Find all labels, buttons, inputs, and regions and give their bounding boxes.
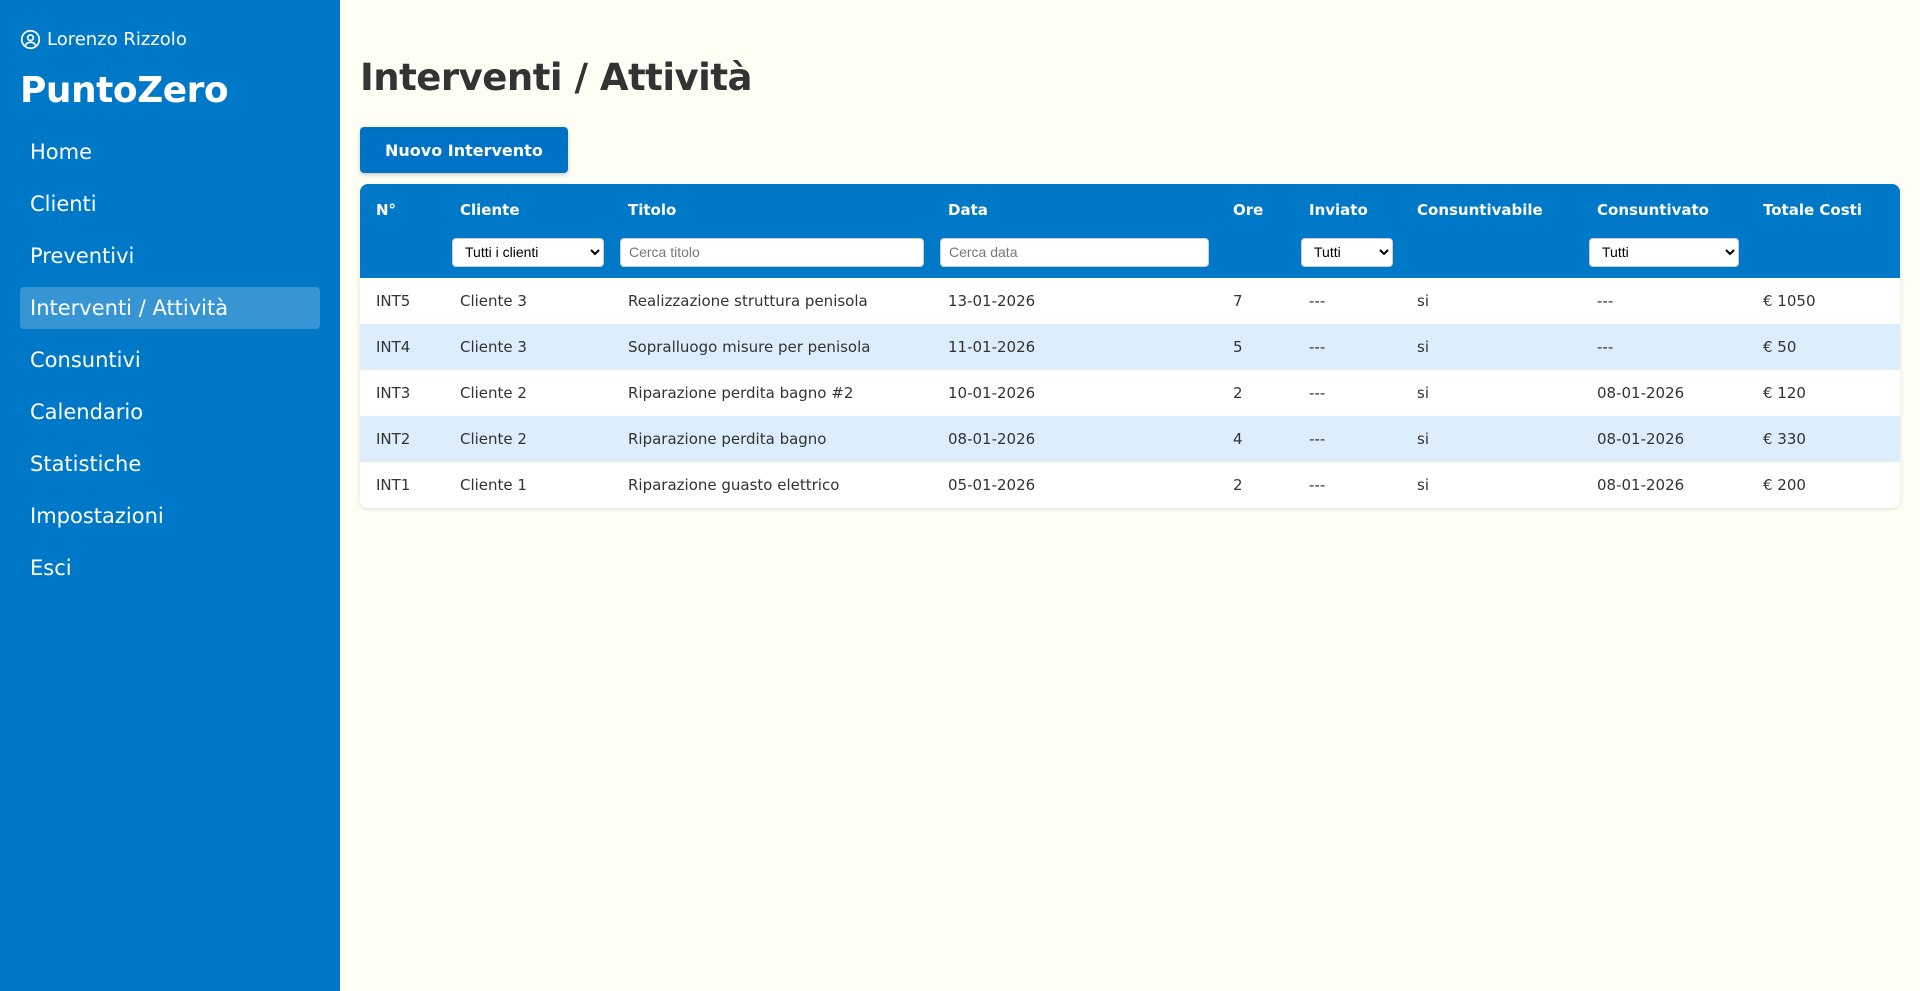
cell-data: 08-01-2026 — [948, 430, 1036, 448]
cell-consuntivato: --- — [1597, 338, 1614, 356]
table-header-row: N° Cliente Titolo Data Ore Inviato Consu… — [360, 184, 1900, 236]
cell-titolo: Sopralluogo misure per penisola — [628, 338, 871, 356]
table-row[interactable]: INT5 Cliente 3 Realizzazione struttura p… — [360, 278, 1900, 324]
sidebar-item-calendario[interactable]: Calendario — [30, 400, 144, 424]
sidebar-item-clienti[interactable]: Clienti — [30, 192, 97, 216]
cell-consuntivato: 08-01-2026 — [1597, 430, 1685, 448]
sidebar: Lorenzo Rizzolo PuntoZero Home Clienti P… — [0, 0, 340, 991]
cell-inviato: --- — [1309, 338, 1326, 356]
interventions-table: N° Cliente Titolo Data Ore Inviato Consu… — [360, 184, 1900, 508]
cell-titolo: Riparazione perdita bagno — [628, 430, 827, 448]
data-search-input[interactable] — [940, 237, 1209, 267]
user-circle-icon — [20, 29, 41, 49]
header-numero[interactable]: N° — [376, 201, 397, 219]
brand-logo: PuntoZero — [20, 70, 229, 111]
cell-totale-costi: € 200 — [1763, 476, 1806, 494]
cell-numero: INT2 — [376, 430, 411, 448]
new-intervention-button[interactable]: Nuovo Intervento — [360, 127, 568, 173]
cell-totale-costi: € 50 — [1763, 338, 1797, 356]
cell-cliente: Cliente 1 — [460, 476, 527, 494]
cell-ore: 7 — [1233, 292, 1243, 310]
page-title: Interventi / Attività — [360, 56, 752, 99]
consuntivato-filter-select[interactable]: Tutti — [1589, 237, 1739, 267]
sidebar-nav: Home Clienti Preventivi Interventi / Att… — [20, 131, 320, 589]
cell-inviato: --- — [1309, 430, 1326, 448]
sidebar-item-home[interactable]: Home — [30, 140, 93, 164]
cell-ore: 2 — [1233, 384, 1243, 402]
cell-consuntivabile: si — [1417, 338, 1429, 356]
sidebar-item-interventi[interactable]: Interventi / Attività — [20, 287, 320, 329]
cell-titolo: Riparazione guasto elettrico — [628, 476, 840, 494]
cell-numero: INT3 — [376, 384, 411, 402]
cell-numero: INT1 — [376, 476, 411, 494]
cell-inviato: --- — [1309, 292, 1326, 310]
sidebar-item-preventivi[interactable]: Preventivi — [30, 244, 135, 268]
sidebar-item-consuntivi[interactable]: Consuntivi — [30, 348, 141, 372]
cell-data: 05-01-2026 — [948, 476, 1036, 494]
cell-numero: INT5 — [376, 292, 411, 310]
user-name: Lorenzo Rizzolo — [47, 28, 187, 50]
cell-cliente: Cliente 3 — [460, 292, 527, 310]
cell-consuntivabile: si — [1417, 430, 1429, 448]
cell-cliente: Cliente 3 — [460, 338, 527, 356]
main-content: Interventi / Attività Nuovo Intervento N… — [340, 0, 1920, 991]
table-filter-row: Tutti i clienti Tutti Tutti — [360, 236, 1900, 278]
inviato-filter-select[interactable]: Tutti — [1301, 237, 1393, 267]
cell-inviato: --- — [1309, 384, 1326, 402]
cell-data: 11-01-2026 — [948, 338, 1036, 356]
table-row[interactable]: INT3 Cliente 2 Riparazione perdita bagno… — [360, 370, 1900, 416]
table-row[interactable]: INT2 Cliente 2 Riparazione perdita bagno… — [360, 416, 1900, 462]
cell-inviato: --- — [1309, 476, 1326, 494]
cell-ore: 4 — [1233, 430, 1243, 448]
cell-consuntivato: --- — [1597, 292, 1614, 310]
cell-totale-costi: € 330 — [1763, 430, 1806, 448]
header-data[interactable]: Data — [948, 201, 988, 219]
cell-consuntivabile: si — [1417, 476, 1429, 494]
cell-numero: INT4 — [376, 338, 411, 356]
cell-cliente: Cliente 2 — [460, 384, 527, 402]
table-row[interactable]: INT1 Cliente 1 Riparazione guasto elettr… — [360, 462, 1900, 508]
cell-totale-costi: € 120 — [1763, 384, 1806, 402]
cliente-filter-select[interactable]: Tutti i clienti — [452, 237, 604, 267]
sidebar-item-esci[interactable]: Esci — [30, 556, 72, 580]
cell-consuntivabile: si — [1417, 384, 1429, 402]
header-consuntivabile[interactable]: Consuntivabile — [1417, 201, 1543, 219]
sidebar-item-statistiche[interactable]: Statistiche — [30, 452, 142, 476]
cell-titolo: Realizzazione struttura penisola — [628, 292, 868, 310]
cell-consuntivato: 08-01-2026 — [1597, 384, 1685, 402]
header-titolo[interactable]: Titolo — [628, 201, 677, 219]
header-cliente[interactable]: Cliente — [460, 201, 520, 219]
cell-data: 10-01-2026 — [948, 384, 1036, 402]
cell-titolo: Riparazione perdita bagno #2 — [628, 384, 854, 402]
cell-consuntivato: 08-01-2026 — [1597, 476, 1685, 494]
cell-ore: 2 — [1233, 476, 1243, 494]
header-consuntivato[interactable]: Consuntivato — [1597, 201, 1709, 219]
cell-totale-costi: € 1050 — [1763, 292, 1816, 310]
cell-ore: 5 — [1233, 338, 1243, 356]
titolo-search-input[interactable] — [620, 237, 924, 267]
table-row[interactable]: INT4 Cliente 3 Sopralluogo misure per pe… — [360, 324, 1900, 370]
header-totale-costi[interactable]: Totale Costi — [1763, 201, 1862, 219]
header-inviato[interactable]: Inviato — [1309, 201, 1368, 219]
cell-cliente: Cliente 2 — [460, 430, 527, 448]
cell-data: 13-01-2026 — [948, 292, 1036, 310]
header-ore[interactable]: Ore — [1233, 201, 1264, 219]
sidebar-item-impostazioni[interactable]: Impostazioni — [30, 504, 164, 528]
cell-consuntivabile: si — [1417, 292, 1429, 310]
user-info[interactable]: Lorenzo Rizzolo — [20, 26, 320, 52]
